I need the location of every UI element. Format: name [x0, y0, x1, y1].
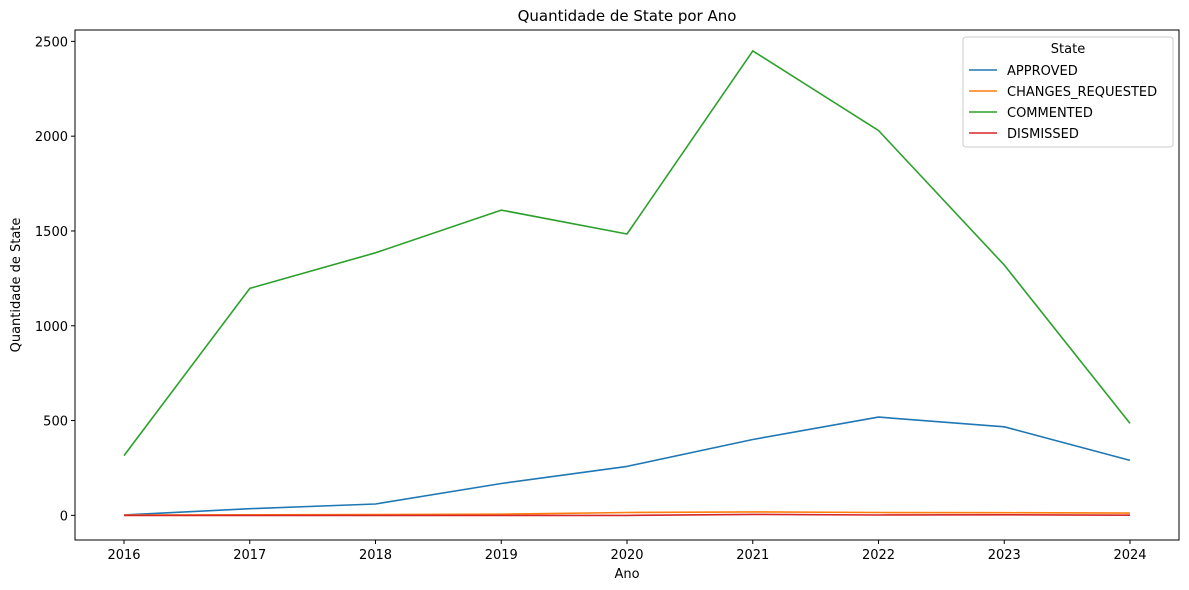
y-tick-label: 500: [43, 415, 68, 430]
legend-items: APPROVED CHANGES_REQUESTED COMMENTED DISMIS…: [969, 64, 1157, 142]
legend-entry: COMMENTED: [1007, 106, 1093, 121]
x-tick-label: 2018: [359, 548, 392, 563]
y-tick-label: 1500: [35, 225, 68, 240]
legend: State APPROVED CHANGES_REQUESTED COMMENTED…: [962, 36, 1174, 148]
x-tick-label: 2022: [862, 548, 895, 563]
legend-entry: APPROVED: [1007, 64, 1078, 79]
legend-title: State: [1051, 42, 1085, 57]
x-axis-label: Ano: [614, 567, 639, 582]
chart-title: Quantidade de State por Ano: [518, 7, 737, 25]
x-tick-label: 2023: [988, 548, 1021, 563]
legend-entry: CHANGES_REQUESTED: [1007, 85, 1157, 100]
y-tick-label: 0: [60, 509, 68, 524]
y-tick-label: 2000: [35, 130, 68, 145]
x-tick-label: 2020: [610, 548, 643, 563]
series-line-approved: [123, 416, 1131, 516]
x-tick-label: 2021: [736, 548, 769, 563]
series-line-commented: [123, 50, 1131, 457]
series-line-dismissed: [124, 513, 1131, 517]
y-axis-label: Quantidade de State: [9, 218, 24, 353]
x-tick-label: 2016: [107, 548, 140, 563]
legend-entry: DISMISSED: [1007, 127, 1079, 142]
x-tick-label: 2024: [1113, 548, 1146, 563]
x-axis: 2016 2017 2018 2019 2020 2021 2022 2023 2024: [107, 540, 1147, 563]
series-lines: [123, 50, 1131, 517]
y-tick-label: 1000: [35, 320, 68, 335]
y-axis: 0 500 1000 1500 2000 2500: [35, 35, 75, 524]
x-tick-label: 2019: [485, 548, 518, 563]
legend-box: [962, 36, 1174, 148]
x-tick-label: 2017: [233, 548, 266, 563]
y-tick-label: 2500: [35, 35, 68, 50]
